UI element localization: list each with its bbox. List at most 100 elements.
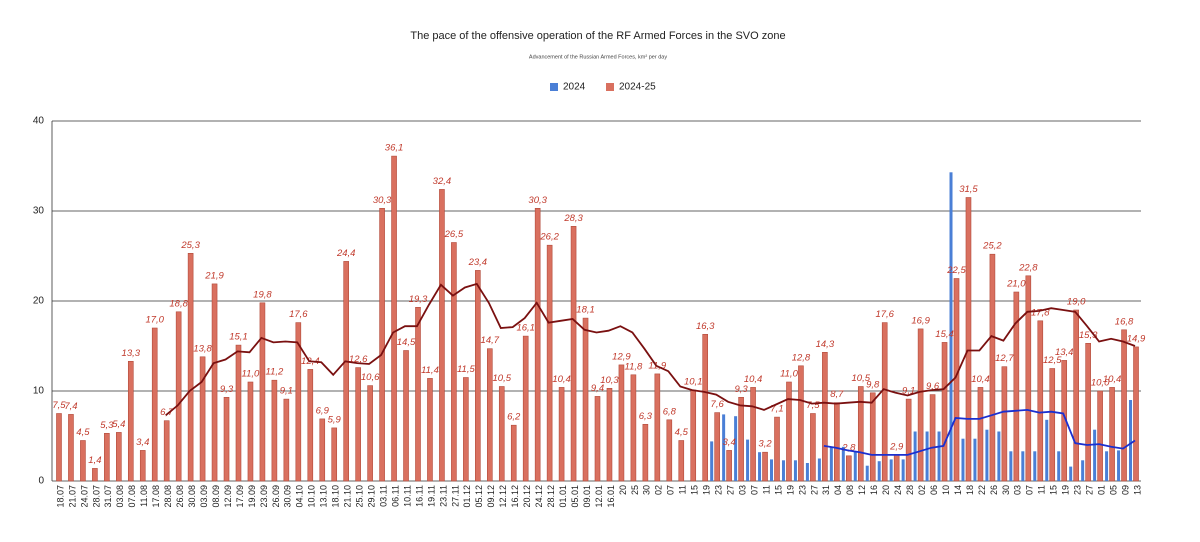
x-tick-label: 04 [833,485,843,495]
x-tick-label: 23 [714,485,724,495]
y-tick-label: 20 [33,296,45,307]
bar [1021,451,1025,481]
bar [678,440,685,482]
data-label: 10,0 [1091,378,1110,389]
legend-label: 2024-25 [619,82,656,93]
data-label: 11,4 [421,365,439,376]
bar [391,155,397,482]
x-tick-label: 02 [917,485,927,495]
bar [259,302,266,482]
bar [451,242,457,482]
x-tick-label: 03.11 [378,485,388,507]
bar [973,438,977,481]
bar [985,429,989,481]
x-tick-label: 30 [1001,485,1011,495]
data-label: 16,1 [516,323,535,334]
data-label: 31,5 [959,184,978,195]
data-label: 7,1 [770,404,783,415]
x-tick-label: 11 [678,485,688,494]
bar [965,197,972,482]
bar [175,311,182,482]
data-label: 9,1 [280,386,293,397]
bar [746,439,750,481]
data-label: 16,3 [696,321,715,332]
data-label: 9,1 [902,386,915,397]
bar [977,387,984,482]
bar [925,431,929,481]
bar [1013,291,1020,482]
bar [1093,429,1097,481]
data-label: 14,3 [816,339,835,350]
x-tick-label: 26.09 [271,485,281,508]
data-label: 11,5 [457,364,476,375]
x-tick-label: 03.09 [199,485,209,508]
bar [355,367,361,482]
data-label: 13,3 [122,348,141,359]
x-tick-label: 24.07 [79,485,89,508]
bar [68,414,74,482]
bar [92,468,98,482]
x-tick-label: 29.10 [367,485,377,508]
data-label: 6,8 [663,406,677,417]
bar [582,317,589,482]
data-label: 10,5 [493,373,512,384]
bar [710,441,714,481]
y-tick-label: 10 [33,386,45,397]
bar [1057,451,1061,481]
x-tick-label: 16.12 [510,485,520,508]
x-tick-label: 23 [1073,485,1083,495]
bar [690,389,697,482]
data-label: 21,0 [1006,279,1026,290]
x-tick-label: 23 [797,485,807,495]
bar [722,414,726,481]
data-label: 16,9 [911,315,930,326]
bar [546,244,553,482]
bar [738,396,744,482]
bar [163,420,170,482]
bar [989,253,996,482]
bar [1133,346,1139,482]
data-label: 13,4 [1055,347,1074,358]
x-tick-label: 22 [977,485,987,495]
x-tick-label: 15 [773,485,783,495]
data-label: 12,6 [349,354,368,365]
data-label: 9,3 [220,384,234,395]
x-tick-label: 06 [929,485,939,495]
bar [774,416,780,482]
bar [1045,419,1049,481]
data-label: 3,4 [136,437,149,448]
data-label: 10,1 [684,377,703,388]
data-label: 7,4 [64,401,77,412]
y-tick-label: 30 [33,206,45,217]
x-tick-label: 20.12 [522,485,532,508]
x-tick-label: 28.08 [163,485,173,508]
bar [889,459,893,481]
x-tick-label: 24.12 [534,485,544,508]
bar [666,419,673,482]
bar [961,438,965,481]
bar [758,452,762,481]
bar [901,459,905,481]
bar [235,344,242,482]
data-label: 30,3 [528,195,547,206]
data-label: 2,8 [841,442,856,453]
x-tick-label: 28 [905,485,915,495]
bar [1081,460,1085,481]
x-tick-label: 31.07 [103,485,113,508]
data-label: 9,6 [926,381,940,392]
data-label: 10,4 [744,374,763,385]
data-label: 7,6 [711,399,725,410]
bar [1069,466,1073,481]
data-label: 26,2 [539,232,559,243]
data-label: 17,8 [1031,307,1050,318]
data-label: 14,7 [481,335,500,346]
bar [853,451,857,481]
bar [498,386,505,482]
x-tick-label: 19 [702,485,712,495]
x-tick-label: 15 [690,485,700,495]
bar [223,396,230,482]
x-tick-label: 12.01 [594,485,604,508]
data-label: 11,0 [780,369,799,380]
x-tick-label: 17.08 [151,485,161,508]
